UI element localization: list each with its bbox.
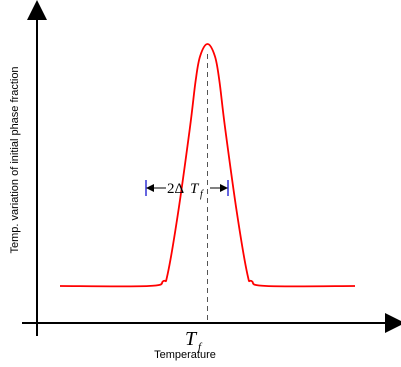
width-label-prefix: 2Δ <box>167 181 185 197</box>
width-label-main: T <box>190 181 200 197</box>
x-tick-label: T <box>185 328 198 350</box>
x-tick-label-sub: f <box>198 341 203 353</box>
width-label-sub: f <box>200 189 204 200</box>
x-axis-label: Temperature <box>154 349 216 361</box>
y-axis-label: Temp. variation of initial phase fractio… <box>9 66 21 253</box>
curve-series <box>59 43 356 288</box>
